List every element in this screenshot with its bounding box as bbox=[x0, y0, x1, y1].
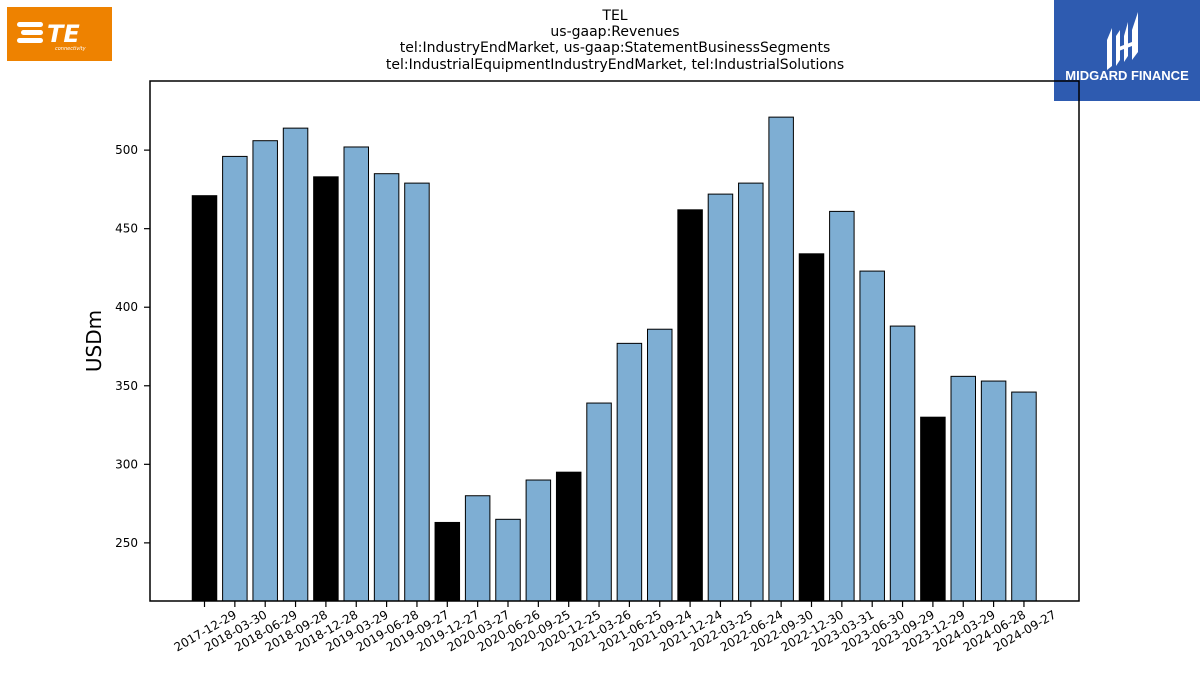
bar-2022-12-30 bbox=[798, 253, 825, 602]
x-axis: 2017-12-292018-03-302018-06-292018-09-28… bbox=[172, 601, 1058, 654]
bar-2019-12-27 bbox=[434, 521, 461, 602]
bar-2021-06-25 bbox=[616, 342, 643, 602]
bar-2022-03-25 bbox=[707, 193, 734, 602]
bar-2020-06-26 bbox=[495, 518, 521, 602]
te-logo-subtext: connectivity bbox=[55, 46, 87, 52]
chart-title-line-1: TEL bbox=[601, 8, 627, 24]
y-tick-label-450: 450 bbox=[115, 222, 138, 236]
y-axis: 250 300 350 400 450 500 bbox=[115, 143, 150, 550]
bar-2021-12-24 bbox=[677, 209, 703, 602]
midgard-logo-text: MIDGARD FINANCE bbox=[1065, 68, 1189, 83]
bar-2023-09-29 bbox=[889, 325, 916, 602]
bar-2024-03-29 bbox=[950, 375, 976, 602]
chart-title-line-4: tel:IndustrialEquipmentIndustryEndMarket… bbox=[386, 57, 844, 73]
y-tick-label-350: 350 bbox=[115, 379, 138, 393]
bar-2024-09-27 bbox=[1011, 391, 1037, 602]
bar-2018-06-29 bbox=[252, 140, 278, 602]
midgard-logo-graphic: MIDGARD FINANCE bbox=[1065, 12, 1189, 83]
bar-2019-09-27 bbox=[404, 182, 430, 602]
bar-2020-09-25 bbox=[525, 479, 552, 602]
y-axis-label: USDm bbox=[82, 310, 106, 372]
bar-2020-12-25 bbox=[555, 471, 582, 602]
bar-2024-06-28 bbox=[980, 380, 1007, 602]
bar-2022-06-24 bbox=[738, 182, 764, 602]
te-connectivity-logo: TE connectivity bbox=[7, 7, 112, 61]
chart-title-line-3: tel:IndustryEndMarket, us-gaap:Statement… bbox=[400, 40, 831, 56]
y-tick-label-400: 400 bbox=[115, 300, 138, 314]
bar-2018-12-28 bbox=[313, 176, 339, 602]
bar-2022-09-30 bbox=[768, 116, 794, 602]
bar-2023-12-29 bbox=[920, 416, 946, 602]
plot-frame bbox=[149, 80, 1080, 602]
te-logo-text: TE bbox=[47, 20, 80, 48]
bar-2018-09-28 bbox=[282, 127, 309, 602]
chart-title: TEL us-gaap:Revenues tel:IndustryEndMark… bbox=[386, 8, 844, 73]
bar-2023-06-30 bbox=[859, 270, 885, 602]
chart-title-line-2: us-gaap:Revenues bbox=[550, 24, 679, 40]
y-tick-label-500: 500 bbox=[115, 143, 138, 157]
bar-2021-03-26 bbox=[586, 402, 612, 602]
bar-2019-06-28 bbox=[373, 173, 400, 602]
bar-2020-03-27 bbox=[464, 495, 491, 602]
te-logo-graphic: TE connectivity bbox=[17, 20, 87, 52]
y-tick-label-250: 250 bbox=[115, 536, 138, 550]
bar-series bbox=[191, 116, 1037, 602]
y-tick-label-300: 300 bbox=[115, 457, 138, 471]
bar-2019-03-29 bbox=[343, 146, 369, 602]
bar-2018-03-30 bbox=[222, 155, 248, 602]
bar-2017-12-29 bbox=[191, 195, 218, 602]
bar-2023-03-31 bbox=[829, 210, 855, 602]
bar-2021-09-24 bbox=[647, 328, 673, 602]
